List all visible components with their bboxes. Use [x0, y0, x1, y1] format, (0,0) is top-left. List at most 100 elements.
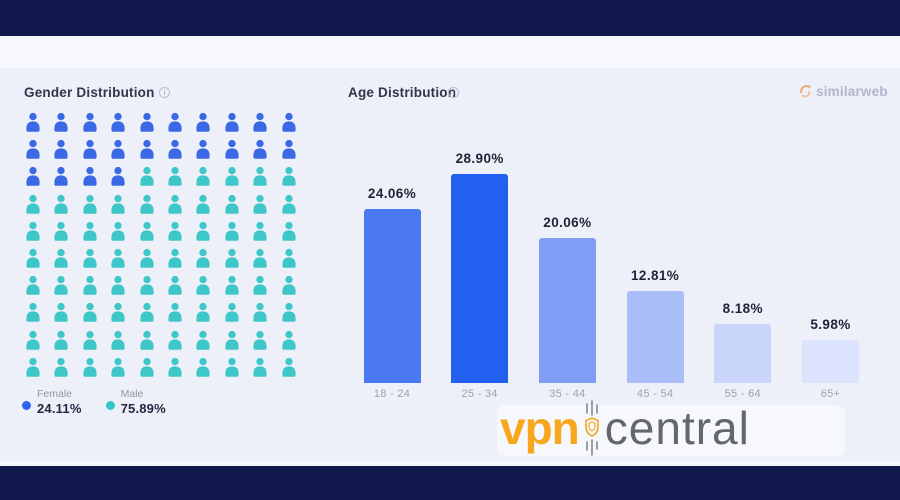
person-icon-male [223, 301, 251, 328]
person-icon-male [138, 274, 166, 301]
person-icon-male [138, 165, 166, 192]
similarweb-icon [799, 84, 811, 98]
age-bar-65+[interactable] [802, 340, 859, 383]
similarweb-wordmark: similarweb [816, 84, 888, 99]
age-bar-category-label: 25 - 34 [461, 388, 498, 400]
person-icon-male [223, 329, 251, 356]
legend-item-male: Male 75.89% [105, 388, 166, 416]
person-icon-female [81, 111, 109, 138]
person-icon-male [138, 193, 166, 220]
page-background-strip-top [0, 36, 900, 68]
person-icon-female [280, 138, 308, 165]
info-icon[interactable]: i [448, 87, 459, 98]
person-icon-female [52, 165, 80, 192]
person-icon-male [166, 193, 194, 220]
person-icon-male [251, 165, 279, 192]
person-icon-female [223, 111, 251, 138]
age-bar-category-label: 18 - 24 [373, 388, 411, 400]
person-icon-female [138, 138, 166, 165]
person-icon-male [109, 356, 137, 383]
person-icon-male [24, 301, 52, 328]
person-icon-male [194, 220, 222, 247]
age-bar-35-44[interactable] [538, 238, 596, 383]
person-icon-male [52, 193, 80, 220]
person-icon-male [109, 329, 137, 356]
person-icon-male [109, 274, 137, 301]
age-bar-value-label: 24.06% [367, 186, 417, 201]
person-icon-male [166, 329, 194, 356]
age-bar-25-34[interactable] [451, 174, 509, 383]
person-icon-male [52, 274, 80, 301]
person-icon-male [81, 193, 109, 220]
female-legend-dot [22, 401, 31, 410]
person-icon-male [280, 247, 308, 274]
person-icon-female [194, 138, 222, 165]
person-icon-male [166, 220, 194, 247]
person-icon-male [280, 356, 308, 383]
person-icon-male [52, 301, 80, 328]
person-icon-male [109, 301, 137, 328]
person-icon-male [251, 329, 279, 356]
age-bar-45-54[interactable] [626, 291, 684, 383]
person-icon-male [109, 247, 137, 274]
person-icon-male [251, 301, 279, 328]
age-bar-55-64[interactable] [714, 324, 772, 383]
person-icon-male [24, 274, 52, 301]
person-icon-female [81, 165, 109, 192]
person-icon-male [194, 165, 222, 192]
person-icon-male [81, 274, 109, 301]
person-icon-male [81, 301, 109, 328]
person-icon-male [81, 356, 109, 383]
gender-legend: Female 24.11% Male 75.89% [22, 388, 166, 416]
person-icon-male [280, 165, 308, 192]
age-bar-value-label: 12.81% [631, 268, 680, 283]
person-icon-male [251, 220, 279, 247]
person-icon-male [223, 247, 251, 274]
person-icon-male [223, 274, 251, 301]
person-icon-male [138, 247, 166, 274]
person-icon-male [81, 247, 109, 274]
person-icon-male [52, 356, 80, 383]
legend-item-female: Female 24.11% [22, 388, 82, 416]
gender-distribution-title: Gender Distribution [24, 85, 155, 100]
person-icon-male [24, 329, 52, 356]
person-icon-male [166, 274, 194, 301]
page-background-strip-bottom [0, 461, 900, 466]
person-icon-female [24, 165, 52, 192]
age-bar-value-label: 8.18% [722, 301, 763, 316]
person-icon-male [138, 356, 166, 383]
person-icon-male [24, 193, 52, 220]
person-icon-male [138, 301, 166, 328]
person-icon-male [280, 274, 308, 301]
person-icon-male [194, 274, 222, 301]
age-bar-value-label: 20.06% [543, 215, 592, 230]
person-icon-male [223, 220, 251, 247]
person-icon-male [166, 356, 194, 383]
person-icon-female [109, 111, 137, 138]
person-icon-male [280, 193, 308, 220]
age-distribution-title: Age Distribution [348, 85, 457, 100]
age-bar-18-24[interactable] [363, 209, 421, 383]
person-icon-male [109, 220, 137, 247]
person-icon-female [52, 111, 80, 138]
person-icon-male [251, 356, 279, 383]
similarweb-logo: similarweb [798, 84, 888, 99]
person-icon-male [52, 220, 80, 247]
person-icon-female [24, 111, 52, 138]
person-icon-female [166, 111, 194, 138]
age-bar-category-label: 35 - 44 [549, 388, 586, 400]
age-bar-value-label: 5.98% [810, 317, 851, 332]
person-icon-male [24, 356, 52, 383]
person-icon-male [138, 329, 166, 356]
person-icon-male [24, 220, 52, 247]
person-icon-male [280, 329, 308, 356]
female-legend-label: Female [37, 388, 73, 400]
female-legend-value: 24.11% [37, 401, 82, 416]
person-icon-male [81, 220, 109, 247]
page-bottom-band [0, 466, 900, 500]
info-icon[interactable]: i [159, 87, 170, 98]
person-icon-male [194, 356, 222, 383]
age-bar-category-label: 55 - 64 [724, 388, 761, 400]
person-icon-male [194, 301, 222, 328]
